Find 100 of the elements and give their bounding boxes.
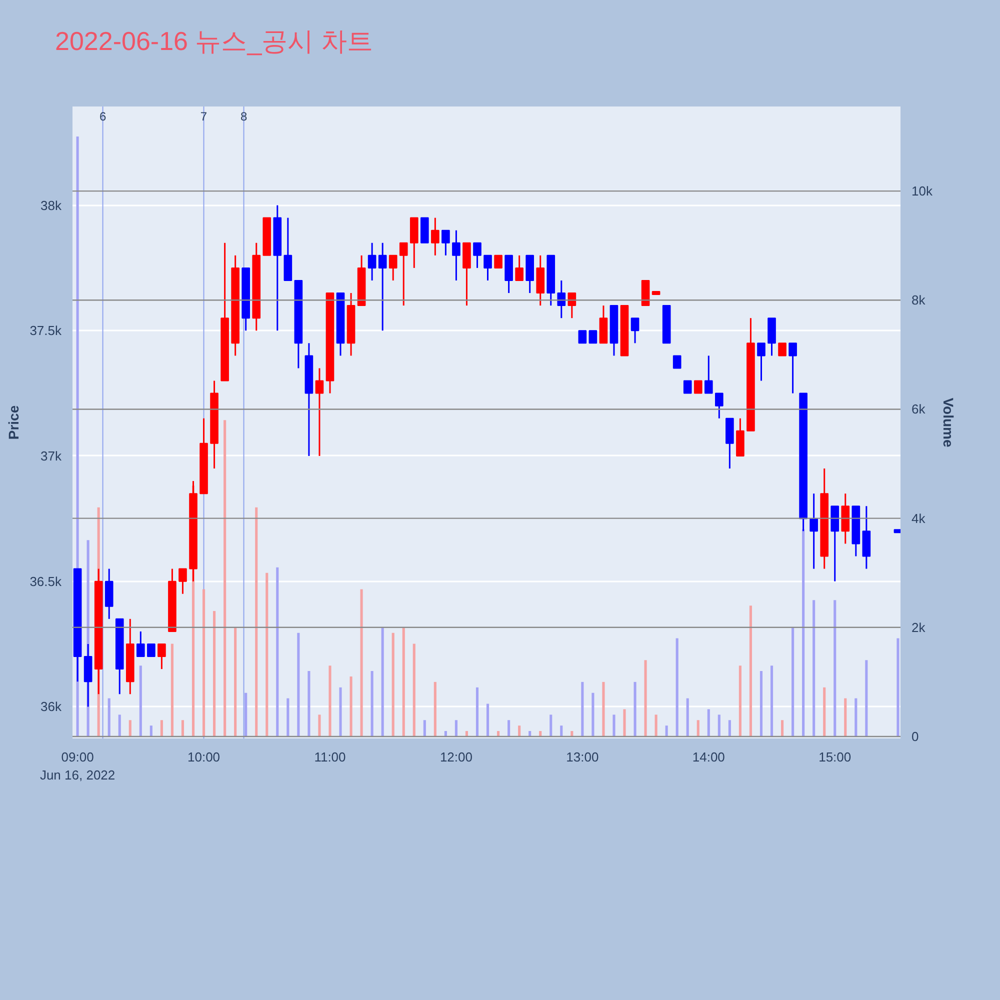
- candlestick: [568, 292, 576, 319]
- bar: [844, 698, 847, 736]
- bar: [255, 507, 258, 736]
- candlestick: [694, 380, 702, 394]
- bar: [834, 600, 836, 736]
- bar: [402, 627, 405, 736]
- y-tick-label: 37.5k: [30, 323, 62, 338]
- bar: [665, 726, 668, 736]
- candlestick: [136, 630, 145, 658]
- candlestick: [442, 230, 450, 256]
- bar: [244, 692, 248, 736]
- bar: [360, 589, 363, 736]
- y2-tick-label: 10k: [912, 184, 933, 199]
- bar: [139, 666, 142, 736]
- y-tick-label: 38k: [40, 198, 62, 213]
- y2-axis-title: Volume: [940, 398, 956, 448]
- bar: [308, 671, 310, 736]
- candlestick: [515, 254, 524, 282]
- bar: [234, 627, 237, 736]
- candlestick: [388, 254, 398, 282]
- candlestick: [158, 643, 166, 670]
- bar: [602, 682, 605, 736]
- bar: [286, 698, 290, 736]
- bar: [128, 720, 132, 736]
- y2-tick-label: 0: [912, 728, 919, 744]
- bar: [560, 726, 563, 736]
- bar: [612, 714, 616, 736]
- x-tick-label: 10:00: [188, 750, 220, 764]
- candlestick: [494, 254, 502, 268]
- bar: [792, 627, 794, 736]
- bar: [508, 720, 510, 736]
- x-tick-label: 09:00 Jun 16, 2022: [40, 750, 116, 782]
- candlestick: [578, 330, 587, 344]
- annotation: 7: [200, 110, 208, 124]
- bar: [654, 714, 658, 736]
- y-tick-label: 36k: [40, 699, 62, 714]
- y-axis-title: Price: [6, 405, 22, 440]
- bar: [592, 692, 594, 736]
- bar: [339, 687, 342, 736]
- bar: [160, 720, 163, 736]
- bar: [823, 687, 826, 736]
- candlestick: [715, 392, 724, 420]
- candlestick: [378, 242, 387, 332]
- bar: [181, 720, 184, 736]
- bar: [213, 611, 216, 736]
- annotation: 8: [240, 110, 248, 124]
- x-tick-label: 15:00: [818, 750, 852, 764]
- bar: [170, 644, 174, 736]
- bar: [581, 682, 584, 736]
- bar: [318, 714, 321, 736]
- candlestick: [399, 242, 408, 306]
- candlestick: [178, 568, 187, 595]
- bar: [328, 666, 332, 736]
- bar: [550, 714, 552, 736]
- annotation: 6: [99, 110, 106, 124]
- candlestick: [431, 217, 440, 256]
- bar: [476, 687, 479, 736]
- bar: [749, 606, 752, 736]
- bar: [802, 529, 805, 736]
- bar: [392, 632, 394, 736]
- candlestick: [368, 242, 376, 282]
- bar: [276, 567, 279, 736]
- y-tick-label: 37k: [40, 448, 62, 464]
- bar: [760, 671, 763, 736]
- candlestick: [147, 643, 156, 658]
- candlestick: [630, 317, 640, 344]
- x-tick-label: 13:00: [566, 750, 599, 764]
- bar: [370, 671, 374, 736]
- bar: [728, 720, 731, 736]
- bar: [770, 666, 774, 736]
- candlestick: [683, 380, 692, 394]
- candlestick: [778, 342, 786, 356]
- candlestick: [484, 254, 492, 282]
- bar: [412, 644, 416, 736]
- candlestick: [315, 367, 324, 457]
- bar: [623, 709, 626, 736]
- candlestick: [557, 280, 566, 319]
- bar: [381, 627, 384, 736]
- y2-tick-label: 8k: [912, 292, 926, 308]
- bar: [780, 720, 784, 736]
- bar: [297, 632, 300, 736]
- bar: [150, 726, 152, 736]
- bar: [865, 660, 868, 736]
- x-tick-label: 12:00: [440, 750, 472, 764]
- bar: [718, 714, 720, 736]
- bar: [686, 698, 689, 736]
- bar: [518, 726, 521, 736]
- y-tick-label: 36.5k: [30, 574, 62, 589]
- bar: [224, 420, 226, 736]
- bar: [202, 589, 206, 736]
- bar: [676, 638, 678, 736]
- bar: [812, 600, 816, 736]
- candlestick: [788, 342, 797, 394]
- candlestick: [704, 354, 713, 394]
- bar: [896, 638, 900, 736]
- candlestick: [810, 492, 818, 570]
- x-tick-label: 11:00: [314, 750, 346, 764]
- bar: [696, 720, 700, 736]
- bar: [350, 676, 352, 736]
- bar: [644, 660, 647, 736]
